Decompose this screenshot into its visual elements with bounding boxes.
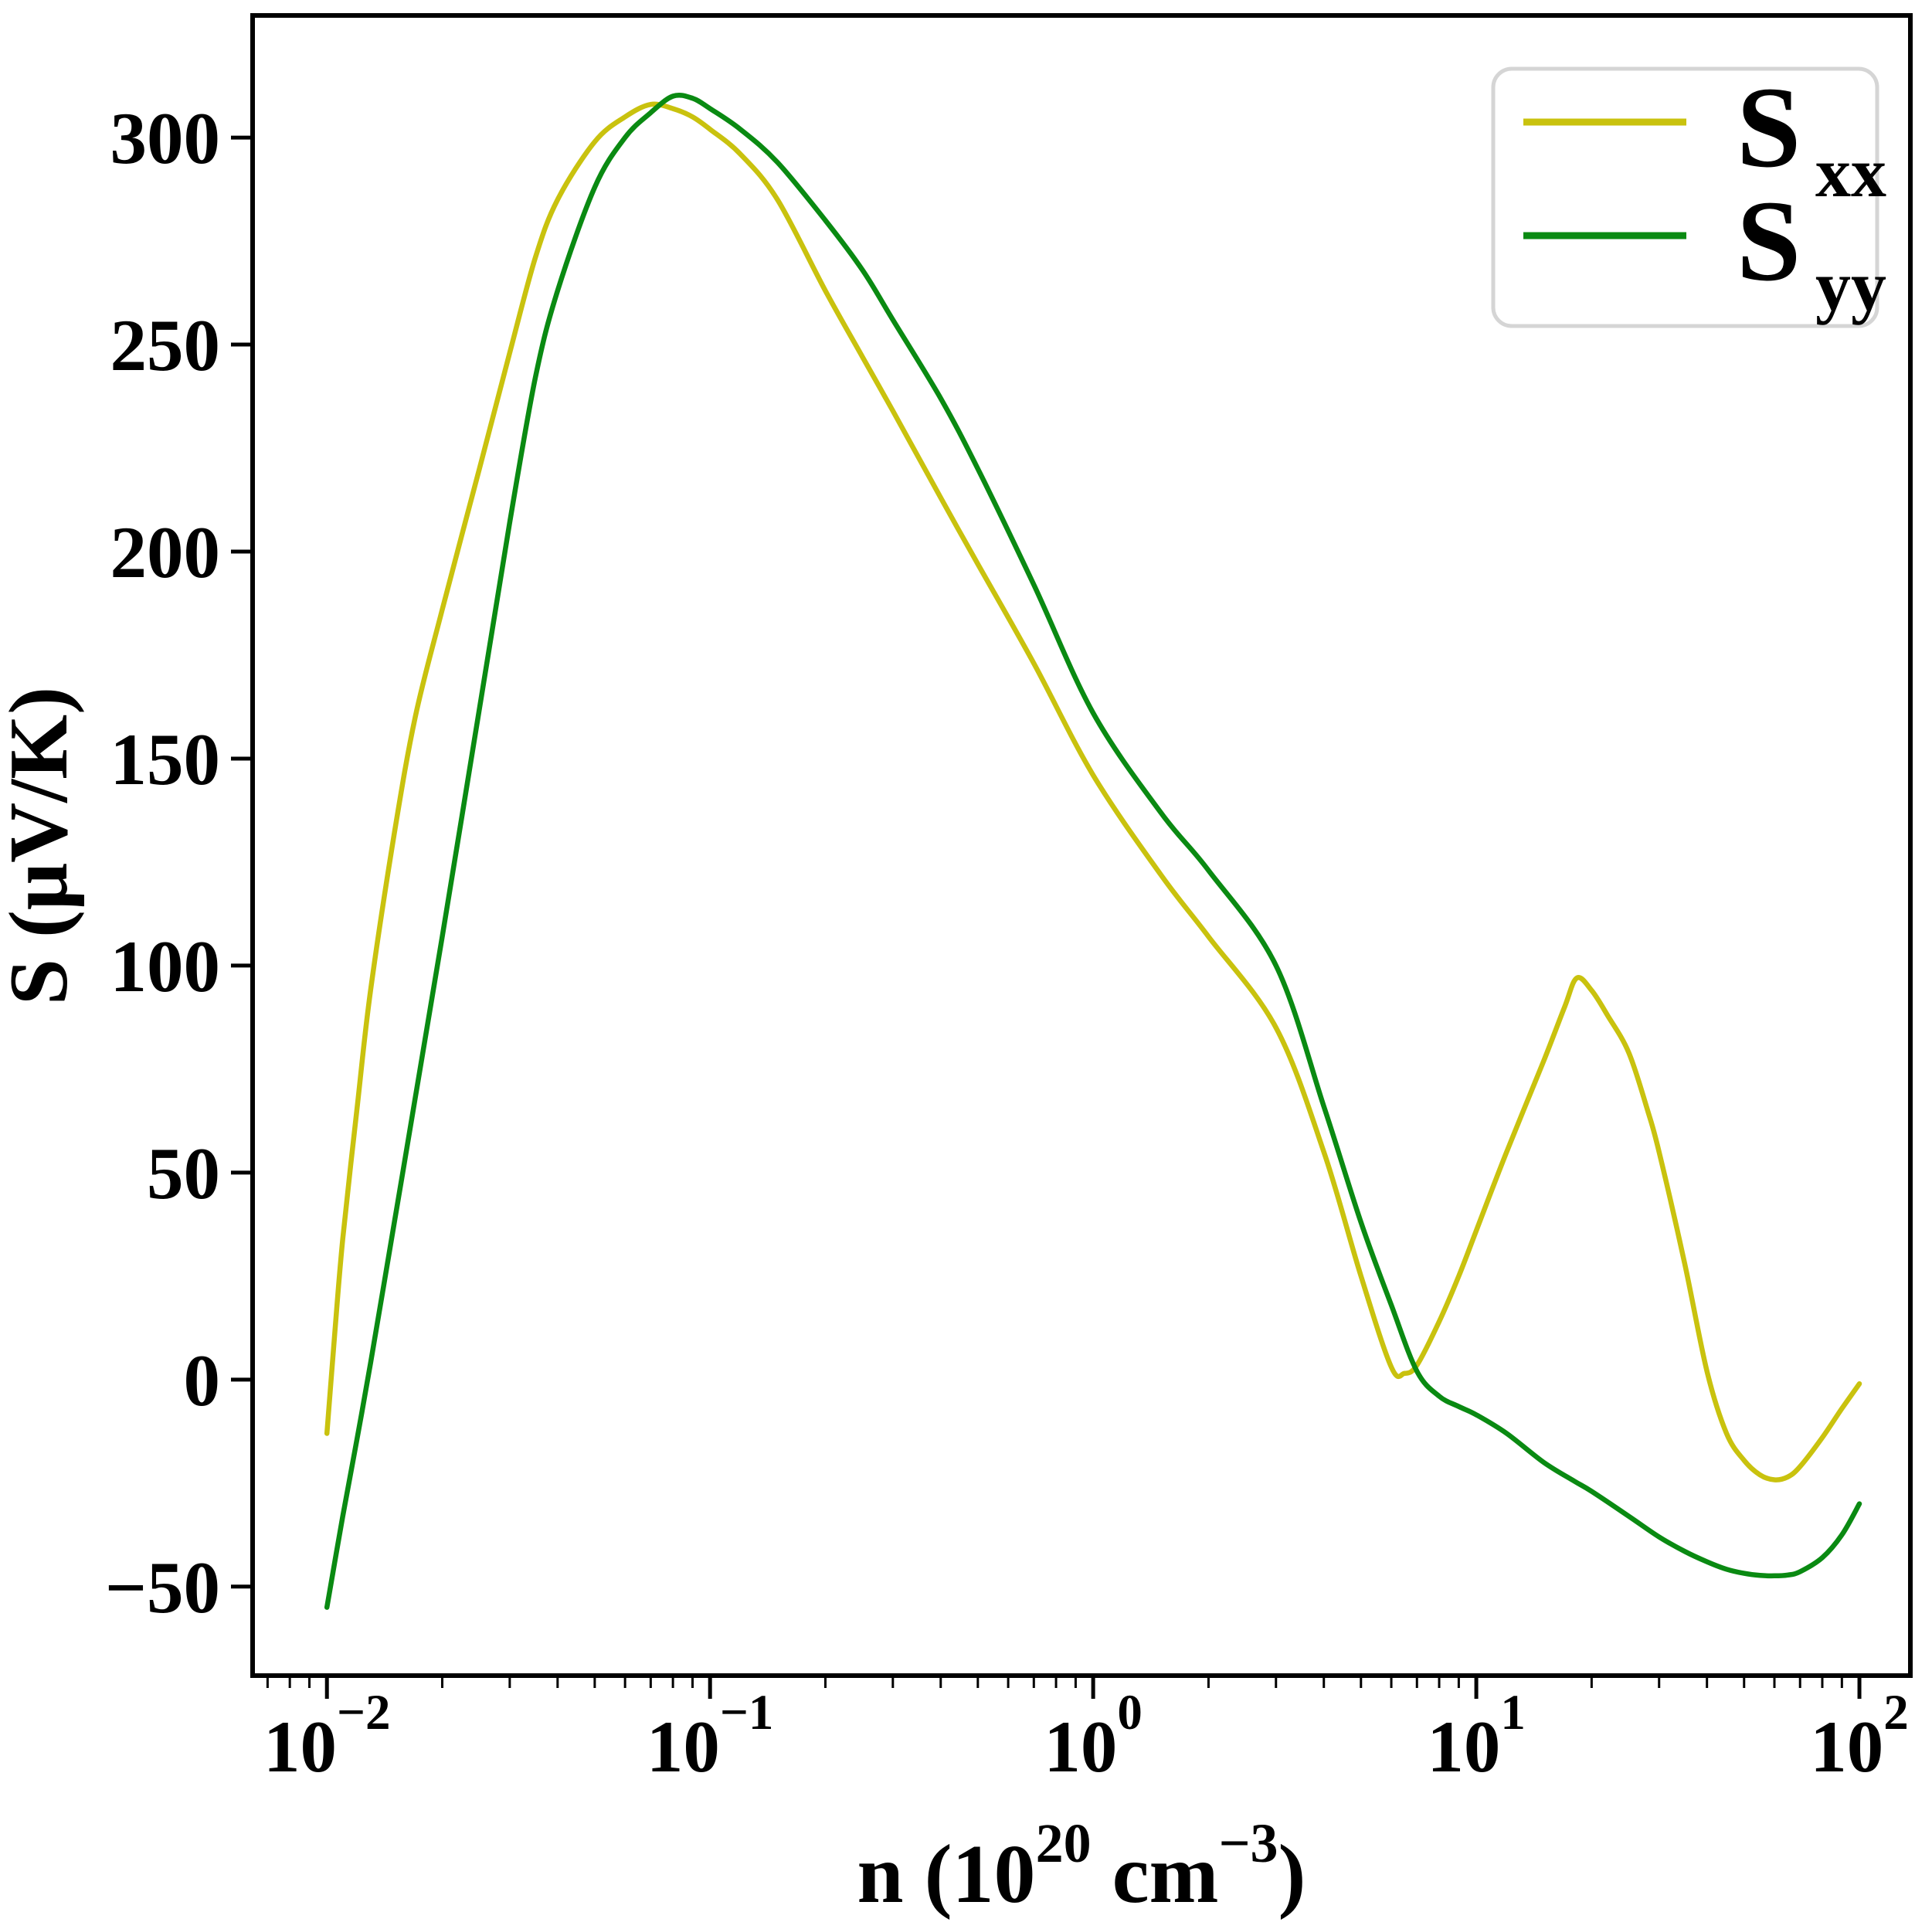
y-tick-label: 150 <box>110 718 221 800</box>
legend-label-syy-base: S <box>1737 177 1801 305</box>
x-tick-label: 10−1 <box>647 1685 774 1788</box>
legend-box <box>1491 66 1879 328</box>
series-sxx-line <box>324 101 1862 1482</box>
x-tick-label: 10−2 <box>263 1685 391 1788</box>
y-tick-label: 0 <box>184 1340 221 1421</box>
x-tick-label: 100 <box>1044 1685 1143 1788</box>
y-tick-label: 300 <box>110 97 221 179</box>
y-axis-label: S (μV/K) <box>0 687 85 1005</box>
y-tick-label: 100 <box>110 925 221 1007</box>
y-tick-label: 50 <box>147 1133 220 1214</box>
y-major-ticks <box>231 135 253 1589</box>
x-axis-label: n (1020 cm−3) <box>857 1812 1306 1921</box>
x-axis-label-sup2: −3 <box>1218 1812 1278 1874</box>
series-syy-line <box>324 92 1862 1610</box>
x-axis-label-prefix: n (10 <box>857 1829 1036 1921</box>
y-tick-label: 200 <box>110 511 221 593</box>
legend: S xx S yy <box>1491 63 1886 328</box>
legend-label-syy-sub: yy <box>1815 246 1886 325</box>
x-axis-label-mid: cm <box>1092 1829 1219 1921</box>
y-tick-label: −50 <box>105 1547 220 1628</box>
x-axis-label-sup1: 20 <box>1036 1812 1092 1874</box>
y-tick-label: 250 <box>110 304 221 386</box>
series-group <box>324 92 1862 1610</box>
y-tick-labels: −50 0 50 100 150 200 250 300 <box>105 97 220 1628</box>
x-axis-label-suffix: ) <box>1278 1829 1306 1921</box>
x-tick-labels: 10−2 10−1 100 101 102 <box>263 1685 1909 1788</box>
legend-label-sxx-sub: xx <box>1815 133 1886 212</box>
axes-spines <box>250 13 1913 1678</box>
legend-label-sxx-base: S <box>1737 63 1801 192</box>
x-tick-label: 102 <box>1810 1685 1909 1788</box>
x-tick-label: 101 <box>1427 1685 1526 1788</box>
x-major-ticks <box>324 1676 1862 1699</box>
